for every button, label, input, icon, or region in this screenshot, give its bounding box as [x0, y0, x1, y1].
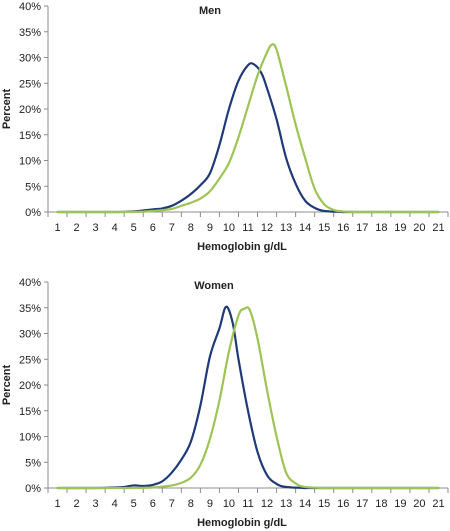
chart-2-x-tick-label: 7: [169, 498, 175, 510]
chart-1-x-tick-label: 3: [93, 222, 99, 234]
chart-1-x-tick-label: 14: [299, 222, 311, 234]
chart-2-y-axis-title: Percent: [1, 364, 13, 405]
chart-1-x-axis-title: Hemoglobin g/dL: [197, 241, 287, 253]
chart-2-series-light-green-line: [56, 306, 440, 490]
chart-2-y-tick-label: 20%: [19, 380, 41, 392]
chart-1-y-axis-title: Percent: [1, 88, 13, 129]
chart-1-x-tick-label: 5: [131, 222, 137, 234]
chart-1-x-tick-label: 12: [261, 222, 273, 234]
chart-1-x-tick-label: 6: [150, 222, 156, 234]
chart-2-x-tick-label: 17: [356, 498, 368, 510]
chart-1-x-tick-label: 21: [432, 222, 444, 234]
chart-1-y-tick-label: 15%: [19, 130, 41, 142]
chart-1-x-tick-label: 19: [394, 222, 406, 234]
chart-1-x-tick-label: 10: [223, 222, 235, 234]
chart-2-x-tick-label: 10: [223, 498, 235, 510]
chart-1-x-tick-label: 16: [337, 222, 349, 234]
chart-2-x-tick-label: 20: [413, 498, 425, 510]
chart-1-x-tick-label: 13: [280, 222, 292, 234]
chart-2-x-tick-label: 1: [54, 498, 60, 510]
chart-2-x-tick-label: 15: [318, 498, 330, 510]
chart-1-series-dark-blue-line: [56, 62, 440, 214]
chart-1-x-tick-label: 11: [242, 222, 253, 234]
chart-2-x-tick-label: 2: [74, 498, 80, 510]
chart-1-y-tick-label: 10%: [19, 156, 41, 168]
chart-2-y-tick-label: 0%: [25, 483, 41, 495]
chart-1-x-tick-label: 4: [112, 222, 118, 234]
chart-1-y-tick-label: 40%: [19, 1, 41, 13]
chart-1-series-light-green-line: [56, 43, 440, 214]
chart-2-x-tick-label: 11: [242, 498, 253, 510]
chart-2-x-tick-label: 3: [93, 498, 99, 510]
chart-1-x-tick-label: 15: [318, 222, 330, 234]
chart-1-x-tick-label: 7: [169, 222, 175, 234]
chart-2-x-tick-label: 14: [299, 498, 311, 510]
chart-2-x-tick-label: 4: [112, 498, 118, 510]
chart-1-y-tick-label: 25%: [19, 78, 41, 90]
chart-1-y-tick-label: 30%: [19, 53, 41, 65]
chart-2-y-tick-label: 35%: [19, 303, 41, 315]
chart-1-title: Men: [199, 5, 221, 17]
chart-2-x-axis-title: Hemoglobin g/dL: [197, 517, 287, 529]
chart-1-x-tick-label: 18: [375, 222, 387, 234]
chart-1-y-tick-label: 20%: [19, 104, 41, 116]
chart-2-x-tick-label: 12: [261, 498, 273, 510]
chart-1-x-tick-label: 2: [74, 222, 80, 234]
chart-2-x-tick-label: 18: [375, 498, 387, 510]
chart-2-x-tick-label: 8: [188, 498, 194, 510]
chart-2-x-tick-label: 19: [394, 498, 406, 510]
chart-2-x-tick-label: 6: [150, 498, 156, 510]
chart-1-x-tick-label: 20: [413, 222, 425, 234]
chart-1-x-tick-label: 9: [207, 222, 213, 234]
chart-1-y-tick-label: 35%: [19, 27, 41, 39]
chart-2-x-tick-label: 16: [337, 498, 349, 510]
chart-2-x-tick-label: 21: [432, 498, 444, 510]
chart-2-y-tick-label: 25%: [19, 354, 41, 366]
chart-2-y-tick-label: 15%: [19, 406, 41, 418]
chart-2-x-tick-label: 9: [207, 498, 213, 510]
chart-2-y-tick-label: 30%: [19, 329, 41, 341]
chart-2-y-tick-label: 40%: [19, 277, 41, 289]
chart-2-y-tick-label: 5%: [25, 457, 41, 469]
chart-1-x-tick-label: 17: [356, 222, 368, 234]
chart-1-y-tick-label: 0%: [25, 207, 41, 219]
chart-2-series-dark-blue-line: [56, 305, 440, 490]
chart-2-x-tick-label: 13: [280, 498, 292, 510]
chart-2-y-tick-label: 10%: [19, 432, 41, 444]
chart-1-x-tick-label: 8: [188, 222, 194, 234]
chart-1-x-tick-label: 1: [54, 222, 60, 234]
chart-1-y-tick-label: 5%: [25, 181, 41, 193]
chart-2-x-tick-label: 5: [131, 498, 137, 510]
chart-2-title: Women: [194, 280, 234, 292]
